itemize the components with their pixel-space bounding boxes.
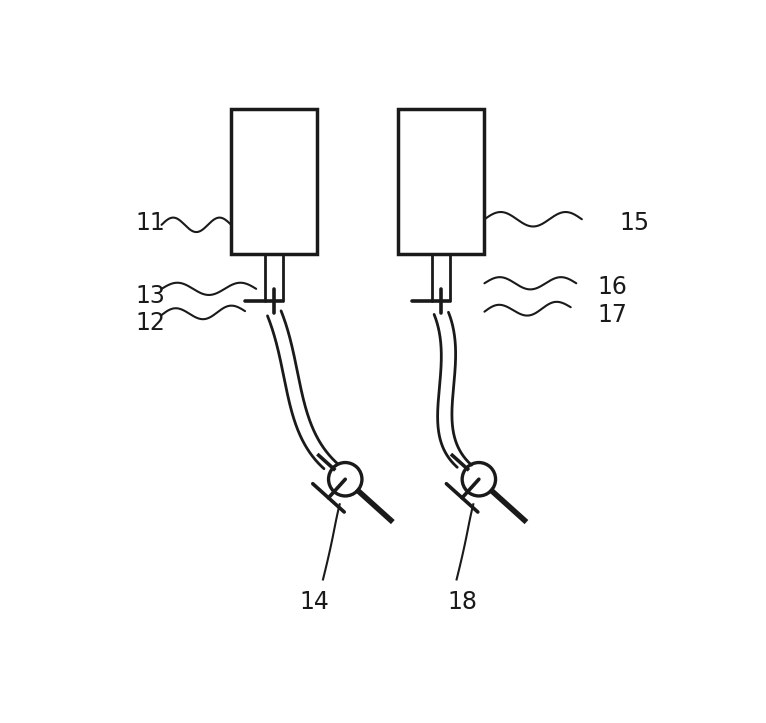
Text: 14: 14 <box>300 590 329 614</box>
Text: 13: 13 <box>136 283 165 307</box>
Bar <box>231 109 317 254</box>
Text: 18: 18 <box>447 590 477 614</box>
Text: 17: 17 <box>597 303 627 327</box>
Text: 16: 16 <box>597 275 627 299</box>
Text: 12: 12 <box>136 312 165 335</box>
Bar <box>398 109 484 254</box>
Text: 11: 11 <box>136 211 165 235</box>
Text: 15: 15 <box>620 211 650 235</box>
